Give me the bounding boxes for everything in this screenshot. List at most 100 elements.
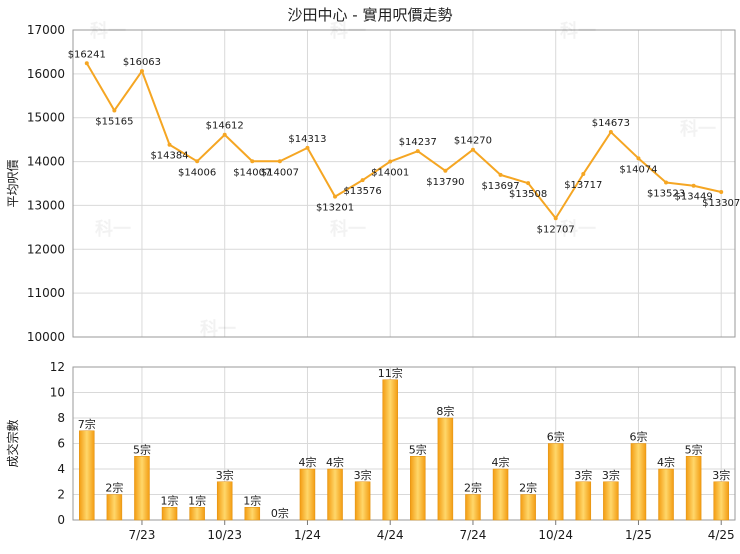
price-data-label: $13307 — [702, 198, 740, 209]
volume-bar — [79, 430, 95, 521]
price-point — [250, 159, 255, 164]
price-point — [195, 159, 200, 164]
volume-data-label: 1宗 — [161, 493, 179, 507]
volume-data-label: 4宗 — [326, 455, 344, 469]
price-data-label: $13697 — [481, 181, 519, 192]
volume-data-label: 6宗 — [629, 430, 647, 444]
price-point — [581, 171, 586, 176]
volume-data-label: 3宗 — [712, 468, 730, 482]
price-data-label: $14006 — [178, 167, 216, 178]
volume-bar — [354, 481, 371, 521]
top-y-tick-label: 16000 — [27, 67, 65, 81]
price-point — [719, 189, 724, 194]
x-tick-label: 7/23 — [128, 528, 155, 542]
price-data-label: $14074 — [619, 164, 657, 175]
bottom-y-tick-label: 6 — [57, 437, 65, 451]
volume-bar — [465, 494, 481, 521]
bottom-y-axis-label: 成交宗數 — [5, 419, 20, 467]
volume-data-label: 4宗 — [657, 455, 675, 469]
volume-bar — [382, 379, 398, 521]
price-point — [470, 147, 475, 152]
volume-data-label: 2宗 — [105, 481, 123, 495]
volume-bar — [575, 481, 592, 521]
volume-bar — [630, 443, 647, 521]
price-data-label: $13523 — [647, 188, 685, 199]
volume-data-label: 5宗 — [685, 442, 703, 456]
price-data-label: $14001 — [371, 168, 409, 179]
volume-data-label: 4宗 — [298, 455, 316, 469]
top-plot-frame — [72, 29, 736, 338]
price-point — [664, 180, 669, 185]
price-data-label: $14237 — [399, 137, 437, 148]
volume-data-label: 7宗 — [78, 417, 96, 431]
volume-bar — [410, 456, 426, 521]
volume-bar — [189, 507, 205, 521]
price-point — [333, 194, 338, 199]
top-y-tick-label: 10000 — [27, 330, 65, 344]
price-data-label: $12707 — [537, 224, 575, 235]
volume-data-label: 5宗 — [133, 442, 151, 456]
x-tick-label: 7/24 — [459, 528, 486, 542]
bottom-y-tick-label: 0 — [57, 513, 65, 527]
top-y-tick-label: 17000 — [27, 23, 65, 37]
x-tick-label: 10/24 — [538, 528, 573, 542]
volume-data-label: 4宗 — [492, 455, 510, 469]
price-point — [553, 216, 558, 221]
watermark: 科一 — [560, 20, 596, 42]
volume-data-label: 6宗 — [547, 430, 565, 444]
price-data-label: $13449 — [675, 192, 713, 203]
price-line-chart: 10000 11000 12000 13000 14000 15000 16000 17000… — [6, 20, 740, 344]
watermark: 科一 — [330, 20, 366, 42]
bottom-y-tick-label: 10 — [50, 386, 65, 400]
volume-data-label: 8宗 — [436, 404, 454, 418]
volume-bar — [603, 481, 619, 521]
price-point — [167, 142, 172, 147]
price-point — [139, 69, 144, 74]
volume-data-label: 1宗 — [188, 493, 206, 507]
volume-bar — [327, 468, 343, 521]
price-point — [305, 145, 310, 150]
x-tick-label: 1/25 — [625, 528, 652, 542]
price-point — [608, 130, 613, 135]
volume-bar — [658, 468, 674, 521]
volume-bar — [492, 468, 509, 521]
price-data-label: $13717 — [564, 180, 602, 191]
volume-bar — [244, 507, 261, 521]
price-data-label: $14612 — [206, 121, 244, 132]
volume-data-label: 11宗 — [378, 366, 403, 380]
price-point — [526, 181, 531, 186]
volume-bar-chart: 7/23 10/23 1/24 4/24 7/24 10/24 1/25 4/25 0 2 4 6 8 1… — [5, 360, 736, 542]
volume-data-label: 3宗 — [574, 468, 592, 482]
price-data-label: $13576 — [344, 186, 382, 197]
volume-data-label: 3宗 — [354, 468, 372, 482]
bottom-y-tick-label: 12 — [50, 360, 65, 374]
x-tick-label: 4/25 — [708, 528, 735, 542]
price-point — [415, 149, 420, 154]
price-data-label: $16241 — [68, 49, 106, 60]
price-point — [222, 132, 227, 137]
price-point — [443, 168, 448, 173]
price-point — [636, 156, 641, 161]
chart-title: 沙田中心 - 實用呎價走勢 — [288, 6, 453, 24]
top-y-tick-label: 13000 — [27, 198, 65, 212]
volume-bar — [134, 456, 150, 521]
price-data-label: $14007 — [261, 167, 299, 178]
price-data-label: $14313 — [288, 134, 326, 145]
volume-data-label: 3宗 — [216, 468, 234, 482]
watermark: 科一 — [680, 118, 716, 140]
price-point — [388, 159, 393, 164]
watermark: 科一 — [560, 218, 596, 240]
x-tick-label: 4/24 — [377, 528, 404, 542]
bottom-y-tick-label: 2 — [57, 488, 65, 502]
top-y-tick-label: 12000 — [27, 242, 65, 256]
price-point — [112, 108, 117, 113]
volume-data-label: 1宗 — [243, 493, 261, 507]
price-point — [84, 61, 89, 66]
volume-bar — [437, 417, 454, 521]
volume-bar — [216, 481, 233, 521]
volume-bar — [713, 481, 729, 521]
volume-bar — [299, 468, 316, 521]
volume-data-label: 0宗 — [271, 506, 289, 520]
